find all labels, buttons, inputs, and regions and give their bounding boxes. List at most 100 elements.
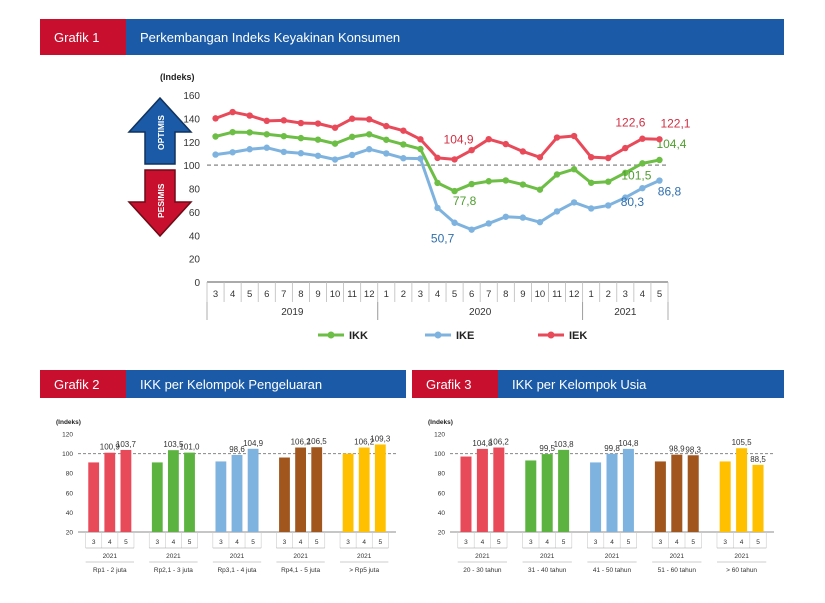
y-axis-label: (Indeks) — [56, 419, 81, 426]
x-tick-label: 4 — [299, 539, 303, 546]
data-label-iek: 104,9 — [444, 132, 474, 146]
bar — [215, 461, 227, 532]
bar-data-label: 99,5 — [539, 444, 555, 453]
x-tick-label: 5 — [497, 539, 501, 546]
y-axis-label: (Indeks) — [428, 419, 453, 426]
data-label-ikk: 101,5 — [621, 168, 651, 182]
bar-data-label: 106,5 — [307, 437, 328, 446]
data-point-ike — [229, 149, 236, 156]
data-point-iek — [468, 146, 475, 154]
grafik1-title: Perkembangan Indeks Keyakinan Konsumen — [126, 19, 784, 55]
data-point-iek — [485, 135, 492, 143]
data-point-iek — [314, 120, 322, 127]
bar-data-label: 99,8 — [604, 444, 620, 453]
group-name-label: > Rp5 juta — [349, 567, 379, 574]
x-tick-label: 11 — [552, 289, 562, 300]
bar-data-label: 103,7 — [116, 440, 137, 449]
x-tick-label: 10 — [330, 289, 341, 300]
x-tick-label: 5 — [691, 539, 695, 546]
group-name-label: Rp3,1 - 4 juta — [217, 567, 256, 574]
data-point-iek — [366, 116, 373, 123]
group-year-label: 2021 — [293, 553, 308, 560]
group-year-label: 2021 — [230, 553, 245, 560]
data-point-ike — [656, 177, 663, 184]
group-year-label: 2021 — [670, 553, 685, 560]
group-year-label: 2021 — [103, 553, 118, 560]
group-name-label: 20 - 30 tahun — [463, 567, 502, 574]
bar-data-label: 106,2 — [291, 438, 312, 447]
x-tick-label: 5 — [315, 539, 319, 546]
data-point-ike — [417, 155, 424, 162]
bar-data-label: 98,9 — [669, 445, 685, 454]
group-year-label: 2021 — [357, 553, 372, 560]
y-tick-label: 20 — [438, 530, 446, 537]
data-point-ike — [331, 156, 339, 163]
up-arrow-icon — [127, 96, 193, 165]
data-point-ikk — [605, 178, 612, 185]
data-point-ikk — [212, 133, 219, 140]
data-point-ike — [639, 184, 646, 192]
bar — [374, 444, 386, 532]
data-point-iek — [536, 154, 544, 161]
bar-data-label: 104,8 — [618, 439, 639, 448]
x-tick-label: 3 — [219, 539, 223, 546]
data-point-ike — [468, 226, 475, 233]
bar — [558, 449, 570, 532]
data-point-iek — [246, 112, 253, 119]
y-axis-label: (Indeks) — [160, 72, 195, 82]
data-point-ikk — [622, 169, 629, 177]
bar-data-label: 98,3 — [685, 445, 701, 454]
data-point-ike — [451, 219, 458, 226]
x-tick-label: 5 — [562, 539, 566, 546]
data-point-ike — [553, 208, 561, 215]
x-tick-label: 2 — [401, 289, 406, 300]
data-point-ikk — [553, 171, 561, 178]
y-tick-label: 60 — [66, 490, 74, 497]
data-point-ikk — [417, 145, 424, 153]
data-point-ikk — [519, 181, 527, 188]
data-point-ike — [246, 146, 253, 153]
bar-data-label: 104,8 — [472, 439, 493, 448]
data-point-ikk — [314, 136, 322, 143]
data-point-ikk — [639, 160, 646, 167]
data-point-iek — [605, 154, 612, 162]
data-point-iek — [639, 135, 646, 142]
group-name-label: Rp4,1 - 5 juta — [281, 567, 320, 574]
x-tick-label: 8 — [298, 289, 303, 300]
year-label: 2021 — [614, 307, 637, 318]
bar — [88, 462, 100, 532]
x-tick-label: 3 — [346, 539, 350, 546]
x-tick-label: 4 — [640, 289, 645, 300]
data-point-ike — [314, 152, 322, 159]
data-point-ikk — [280, 132, 288, 140]
x-tick-label: 3 — [659, 539, 663, 546]
bar — [120, 449, 132, 532]
x-tick-label: 4 — [740, 539, 744, 546]
bar — [476, 448, 488, 532]
y-tick-label: 20 — [189, 255, 201, 266]
data-point-iek — [280, 117, 288, 124]
x-tick-label: 5 — [756, 539, 760, 546]
x-tick-label: 3 — [92, 539, 96, 546]
x-tick-label: 4 — [230, 289, 235, 300]
data-point-ikk — [570, 166, 578, 173]
down-arrow-icon — [127, 169, 193, 238]
data-point-iek — [417, 136, 424, 143]
bar — [736, 448, 748, 532]
bar — [719, 461, 731, 532]
y-tick-label: 120 — [434, 432, 445, 439]
x-tick-label: 1 — [589, 289, 594, 300]
data-point-iek — [212, 115, 219, 122]
group-year-label: 2021 — [540, 553, 555, 560]
data-point-iek — [519, 148, 527, 155]
x-tick-label: 11 — [347, 289, 357, 300]
data-point-iek — [331, 124, 339, 131]
x-tick-label: 5 — [251, 539, 255, 546]
y-tick-label: 100 — [62, 451, 73, 458]
x-tick-label: 12 — [364, 289, 375, 300]
data-point-ike — [400, 155, 407, 162]
y-tick-label: 40 — [438, 510, 446, 517]
data-point-ike — [348, 151, 356, 159]
data-label-ike: 80,3 — [621, 195, 645, 209]
